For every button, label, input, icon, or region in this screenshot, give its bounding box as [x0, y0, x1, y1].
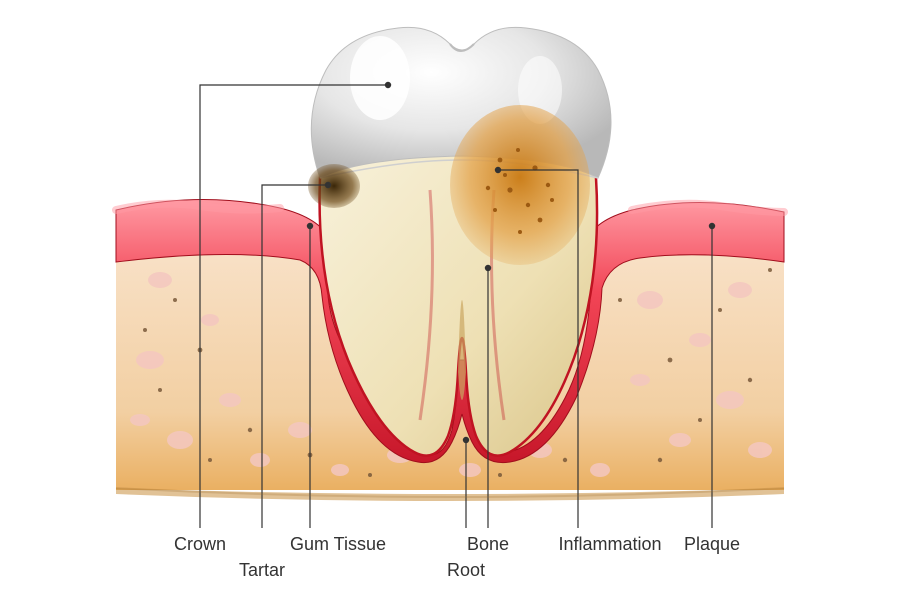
label-tartar: Tartar: [239, 560, 285, 581]
plaque-patch: [450, 105, 590, 265]
label-plaque: Plaque: [684, 534, 740, 555]
label-gum: Gum Tissue: [290, 534, 386, 555]
label-bone: Bone: [467, 534, 509, 555]
diagram-svg: [0, 0, 900, 600]
label-root: Root: [447, 560, 485, 581]
label-inflammation: Inflammation: [558, 534, 661, 555]
label-crown: Crown: [174, 534, 226, 555]
tartar-spot: [308, 164, 360, 208]
tooth-diagram: Crown Tartar Gum Tissue Root Bone Inflam…: [0, 0, 900, 600]
